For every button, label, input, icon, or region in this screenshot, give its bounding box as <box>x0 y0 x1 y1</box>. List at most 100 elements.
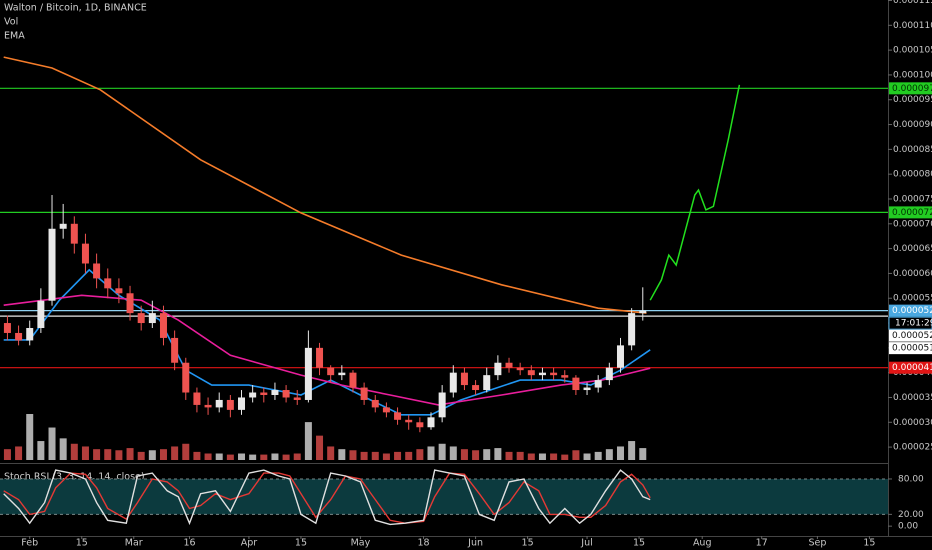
volume-bar <box>126 448 134 460</box>
candle-body <box>349 372 357 388</box>
candle-body <box>48 228 56 301</box>
volume-bar <box>70 443 78 460</box>
indicator-label: EMA <box>4 31 25 42</box>
y-tick-label: 0.0001000 <box>893 70 932 80</box>
stoch-y-tick-label: 80.00 <box>898 474 924 484</box>
volume-bar <box>171 446 179 460</box>
candle-body <box>483 375 491 391</box>
volume-bar <box>494 448 502 460</box>
countdown: 17:01:29 <box>895 319 932 329</box>
volume-bar <box>327 446 335 460</box>
price-label: 0.0000514 <box>892 344 932 354</box>
x-tick-label: Mar <box>125 538 143 549</box>
candle-body <box>304 347 312 400</box>
volume-bar <box>360 451 368 460</box>
x-tick-label: 18 <box>418 538 430 549</box>
volume-bar <box>394 451 402 460</box>
volume-bar <box>483 449 491 460</box>
candle-body <box>472 385 480 391</box>
volume-bar <box>449 446 457 460</box>
chart-title: Walton / Bitcoin, 1D, BINANCE <box>4 3 147 14</box>
volume-bar <box>316 435 324 460</box>
volume-bar <box>249 454 257 460</box>
volume-bar <box>115 450 123 460</box>
price-label-box <box>889 206 932 219</box>
price-label-box <box>889 342 932 355</box>
x-tick-label: 15 <box>295 538 307 549</box>
volume-bar <box>505 451 513 460</box>
ema-line <box>3 294 651 406</box>
x-tick-label: Feb <box>21 538 38 549</box>
price-label-box <box>889 82 932 95</box>
volume-bar <box>527 453 535 460</box>
volume-bar <box>293 453 301 460</box>
volume-bar <box>93 449 101 460</box>
volume-bar <box>460 449 468 460</box>
volume-bar <box>628 441 636 460</box>
candle-body <box>628 313 636 346</box>
y-tick-label: 0.0000550 <box>893 294 932 304</box>
volume-bar <box>182 443 190 460</box>
candle-body <box>639 310 647 314</box>
y-tick-label: 0.0000900 <box>893 120 932 130</box>
volume-bar <box>550 453 558 460</box>
candle-body <box>204 404 212 408</box>
volume-bar <box>81 446 89 460</box>
x-tick-label: 15 <box>76 538 88 549</box>
volume-bar <box>639 448 647 460</box>
candle-body <box>360 387 368 400</box>
y-tick-label: 0.0000650 <box>893 244 932 254</box>
volume-bar <box>26 414 34 460</box>
x-tick-label: Sep <box>808 538 826 549</box>
x-tick-label: 17 <box>756 538 768 549</box>
candle-body <box>449 372 457 393</box>
candle-body <box>438 392 446 418</box>
candle-body <box>394 412 402 420</box>
candle-body <box>561 375 569 378</box>
volume-bar <box>538 453 546 460</box>
volume-bar <box>159 449 167 460</box>
x-tick-label: 15 <box>522 538 534 549</box>
volume-bar <box>349 450 357 460</box>
candle-body <box>126 293 134 314</box>
volume-bar <box>616 446 624 460</box>
candle-body <box>505 362 513 368</box>
candle-body <box>104 278 112 289</box>
volume-bar <box>472 450 480 460</box>
y-tick-label: 0.0000700 <box>893 219 932 229</box>
countdown-box <box>888 316 932 330</box>
candle-body <box>405 419 413 423</box>
y-tick-label: 0.0000350 <box>893 393 932 403</box>
candle-body <box>550 372 558 376</box>
volume-bar <box>148 450 156 460</box>
volume-bar <box>371 451 379 460</box>
volume-bar <box>37 441 45 460</box>
volume-bar <box>427 446 435 460</box>
candle-body <box>527 370 535 376</box>
candle-body <box>226 399 234 410</box>
volume-bar <box>238 453 246 460</box>
y-tick-label: 0.0000300 <box>893 418 932 428</box>
candle-body <box>115 288 123 294</box>
volume-bar <box>260 454 268 460</box>
candle-body <box>460 372 468 386</box>
x-tick-label: 16 <box>183 538 195 549</box>
volume-bar <box>416 449 424 460</box>
candle-body <box>159 313 167 338</box>
volume-bar <box>282 454 290 460</box>
stoch-title: Stoch RSI (3, 3, 14, 14, close) <box>4 472 145 483</box>
volume-bar <box>15 446 23 460</box>
volume-bar <box>516 451 524 460</box>
x-tick-label: Jul <box>580 538 592 549</box>
volume-bar <box>338 449 346 460</box>
volume-bar <box>583 453 591 460</box>
candle-body <box>494 362 502 376</box>
x-tick-label: Jun <box>467 538 483 549</box>
y-tick-label: 0.0001100 <box>893 21 932 31</box>
x-tick-label: May <box>351 538 371 549</box>
price-label: 0.0000723 <box>892 208 932 218</box>
x-tick-label: Aug <box>693 538 712 549</box>
candle-body <box>93 263 101 279</box>
candle-body <box>26 328 34 341</box>
